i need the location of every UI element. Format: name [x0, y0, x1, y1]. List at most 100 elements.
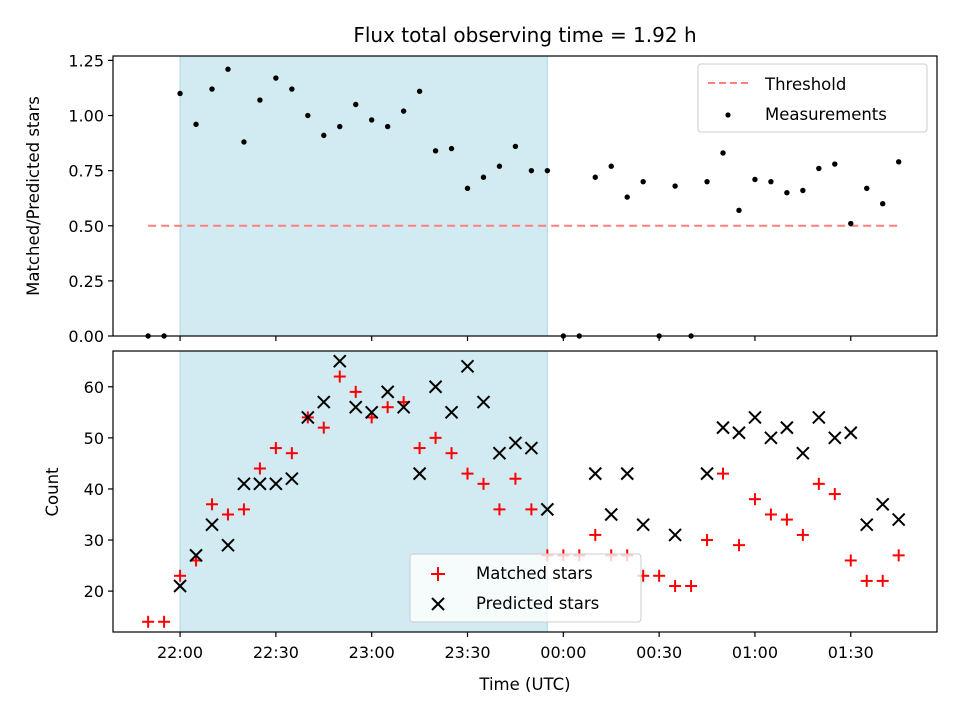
matched-star-marker: [158, 615, 171, 628]
predicted-star-marker: [508, 436, 523, 450]
measurement-point: [832, 161, 838, 167]
predicted-star-marker: [364, 405, 379, 420]
predicted-star-marker: [412, 466, 427, 481]
matched-star-marker: [860, 574, 873, 587]
matched-star-marker: [669, 580, 682, 593]
predicted-star-marker: [205, 518, 219, 532]
bottom-y-tick-label: 20: [84, 582, 104, 601]
predicted-star-marker-b: [301, 410, 315, 425]
predicted-star-marker: [860, 518, 874, 532]
bottom-x-tick-label: 00:30: [636, 643, 682, 662]
predicted-star-marker-b: [844, 426, 858, 440]
predicted-star-marker: [828, 431, 842, 445]
top-y-tick-label: 0.75: [68, 162, 104, 181]
legend-predicted-x-icon: [431, 597, 445, 611]
bottom-x-tick-label: 22:30: [253, 643, 299, 662]
predicted-star-marker-b: [604, 507, 618, 522]
predicted-star-marker: [221, 538, 235, 552]
predicted-star-marker: [173, 579, 187, 593]
predicted-star-marker: [333, 354, 347, 368]
predicted-star-marker: [620, 466, 634, 481]
predicted-star-marker: [604, 507, 618, 522]
matched-star-marker: [828, 488, 841, 501]
predicted-star-marker: [492, 446, 507, 460]
predicted-star-marker-b: [828, 431, 842, 445]
predicted-star-marker: [764, 431, 778, 445]
top-y-axis-label: Matched/Predicted stars: [24, 96, 43, 296]
predicted-star-marker-b: [732, 426, 746, 440]
measurement-point: [528, 167, 535, 174]
measurement-point: [464, 185, 471, 191]
top-axes-frame: [112, 55, 938, 337]
predicted-star-marker-b: [812, 410, 826, 425]
predicted-star-marker: [444, 405, 459, 420]
matched-star-marker: [237, 503, 250, 516]
top-y-tick-label: 0.50: [68, 217, 104, 236]
measurement-point: [624, 194, 630, 200]
matched-star-marker: [748, 493, 761, 506]
legend-threshold-label: Threshold: [764, 75, 846, 94]
top-shaded-span: [179, 55, 548, 337]
predicted-star-marker-b: [492, 446, 507, 460]
matched-star-marker: [589, 528, 602, 541]
bottom-x-ticks: 22:00 22:30 23:00 23:30 00:00 00:30 01:00 01:30: [157, 632, 874, 662]
matched-star-marker: [812, 477, 825, 490]
predicted-star-marker: [317, 395, 331, 409]
top-y-tick-label: 1.00: [68, 107, 104, 126]
legend-measurements-dot-icon: [725, 112, 731, 118]
measurement-point: [784, 189, 790, 196]
top-y-tick-label: 1.25: [68, 51, 104, 70]
bottom-x-tick-label: 23:00: [349, 643, 395, 662]
measurement-point: [895, 159, 902, 165]
bottom-y-tick-label: 40: [84, 480, 104, 499]
predicted-star-marker-b: [508, 436, 523, 450]
predicted-star-marker-b: [189, 548, 203, 563]
matched-star-marker: [174, 569, 187, 582]
predicted-star-marker: [349, 400, 363, 414]
measurement-point: [672, 183, 678, 189]
predicted-star-marker-b: [333, 354, 347, 368]
top-y-ticks: 0.00 0.25 0.50 0.75 1.00 1.25: [68, 51, 113, 346]
predicted-star-marker-b: [476, 395, 491, 409]
matched-star-marker: [317, 421, 330, 434]
measurement-point: [353, 101, 359, 108]
bottom-x-tick-label: 22:00: [157, 643, 203, 662]
top-x-ticks: [179, 336, 852, 341]
measurement-point: [544, 167, 551, 174]
measurement-point: [337, 123, 343, 130]
bottom-y-axis-label: Count: [43, 467, 62, 517]
bottom-legend-box: [409, 553, 642, 623]
matched-star-marker: [477, 477, 490, 490]
measurement-point: [704, 178, 710, 185]
legend-measurements-label: Measurements: [765, 105, 887, 124]
measurement-point: [752, 176, 758, 183]
measurement-point: [608, 163, 614, 169]
matched-star-marker: [796, 528, 809, 541]
predicted-star-marker: [524, 441, 539, 455]
measurement-point: [289, 86, 295, 92]
top-panel: Flux total observing time = 1.92 h 0.000…: [24, 23, 938, 346]
measurement-point: [448, 145, 455, 152]
predicted-star-marker-b: [412, 466, 427, 481]
top-y-tick-label: 0.00: [68, 327, 104, 346]
predicted-star-marker: [716, 420, 730, 435]
matched-star-marker: [685, 580, 698, 593]
predicted-star-marker-b: [205, 518, 219, 532]
matched-star-marker: [333, 370, 346, 383]
bottom-y-tick-label: 50: [84, 429, 104, 448]
predicted-star-marker-b: [891, 512, 906, 527]
predicted-star-marker: [700, 466, 714, 481]
measurement-point: [848, 220, 854, 227]
predicted-star-marker-b: [796, 446, 810, 460]
bottom-y-tick-label: 30: [84, 531, 104, 550]
matched-star-marker: [269, 442, 282, 455]
matched-star-marker: [717, 467, 730, 480]
bottom-legend: Matched stars Predicted stars: [409, 553, 642, 623]
predicted-star-marker: [396, 400, 411, 414]
bottom-x-tick-label: 01:30: [828, 643, 874, 662]
matched-star-marker: [429, 431, 442, 444]
matched-star-marker: [253, 462, 266, 475]
predicted-star-marker: [237, 477, 251, 491]
predicted-star-marker-b: [716, 420, 730, 435]
predicted-star-marker: [732, 426, 746, 440]
